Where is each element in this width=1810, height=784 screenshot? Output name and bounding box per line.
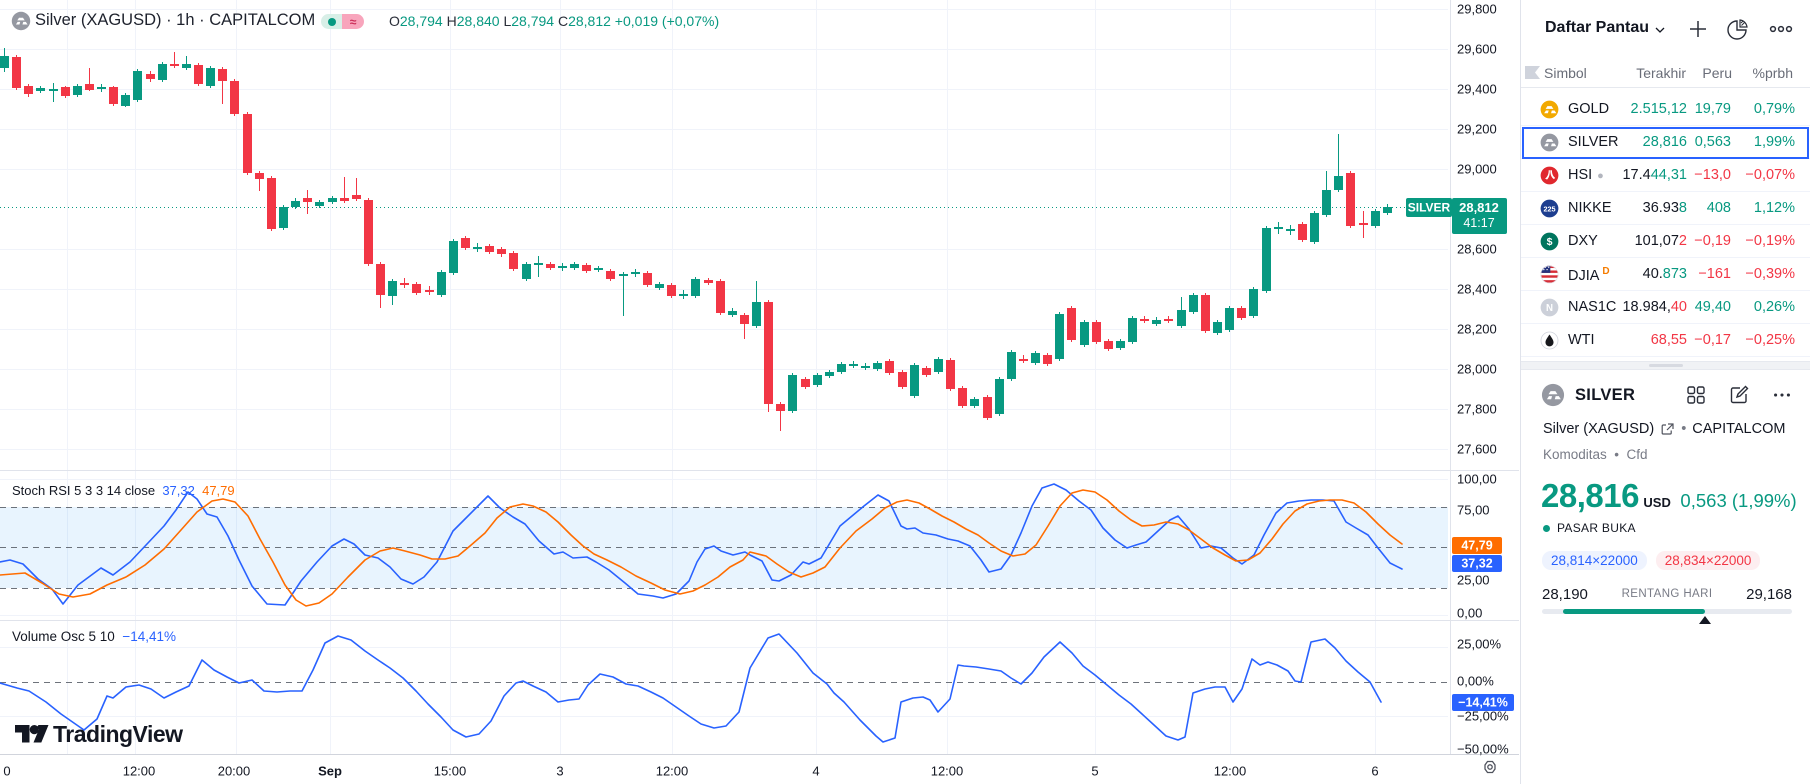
- svg-text:SILVER: SILVER: [1408, 201, 1451, 215]
- svg-text:29,600: 29,600: [1457, 41, 1497, 56]
- svg-text:29,200: 29,200: [1457, 121, 1497, 136]
- svg-text:12:00: 12:00: [123, 763, 156, 778]
- svg-text:75,00: 75,00: [1457, 502, 1490, 517]
- svg-text:12:00: 12:00: [1214, 763, 1247, 778]
- svg-text:29,400: 29,400: [1457, 81, 1497, 96]
- svg-text:4: 4: [812, 763, 819, 778]
- svg-text:N: N: [1546, 303, 1553, 314]
- svg-text:12:00: 12:00: [656, 763, 689, 778]
- svg-text:29,800: 29,800: [1457, 1, 1497, 16]
- svg-text:28,200: 28,200: [1457, 321, 1497, 336]
- svg-text:25,00: 25,00: [1457, 572, 1490, 587]
- svg-text:0,00: 0,00: [1457, 605, 1482, 620]
- svg-text:20:00: 20:00: [218, 763, 251, 778]
- svg-text:27,600: 27,600: [1457, 441, 1497, 456]
- svg-text:100,00: 100,00: [1457, 471, 1497, 486]
- svg-text:Sep: Sep: [318, 763, 342, 778]
- svg-text:0,00%: 0,00%: [1457, 673, 1494, 688]
- svg-text:$: $: [1547, 236, 1553, 248]
- svg-text:−50,00%: −50,00%: [1457, 741, 1509, 756]
- svg-text:6: 6: [1371, 763, 1378, 778]
- svg-text:41:17: 41:17: [1463, 216, 1494, 230]
- svg-text:28,000: 28,000: [1457, 361, 1497, 376]
- svg-text:5: 5: [1091, 763, 1098, 778]
- svg-text:28,400: 28,400: [1457, 281, 1497, 296]
- svg-text:225: 225: [1543, 204, 1555, 213]
- svg-text:12:00: 12:00: [931, 763, 964, 778]
- svg-text:28,812: 28,812: [1459, 200, 1499, 215]
- svg-text:0: 0: [3, 763, 10, 778]
- svg-text:−14,41%: −14,41%: [1458, 695, 1508, 709]
- svg-text:47,79: 47,79: [1461, 538, 1492, 552]
- svg-text:37,32: 37,32: [1461, 556, 1492, 570]
- svg-text:25,00%: 25,00%: [1457, 636, 1502, 651]
- svg-text:28,600: 28,600: [1457, 241, 1497, 256]
- svg-text:29,000: 29,000: [1457, 161, 1497, 176]
- svg-text:−25,00%: −25,00%: [1457, 708, 1509, 723]
- svg-text:27,800: 27,800: [1457, 401, 1497, 416]
- svg-text:3: 3: [556, 763, 563, 778]
- svg-text:15:00: 15:00: [434, 763, 467, 778]
